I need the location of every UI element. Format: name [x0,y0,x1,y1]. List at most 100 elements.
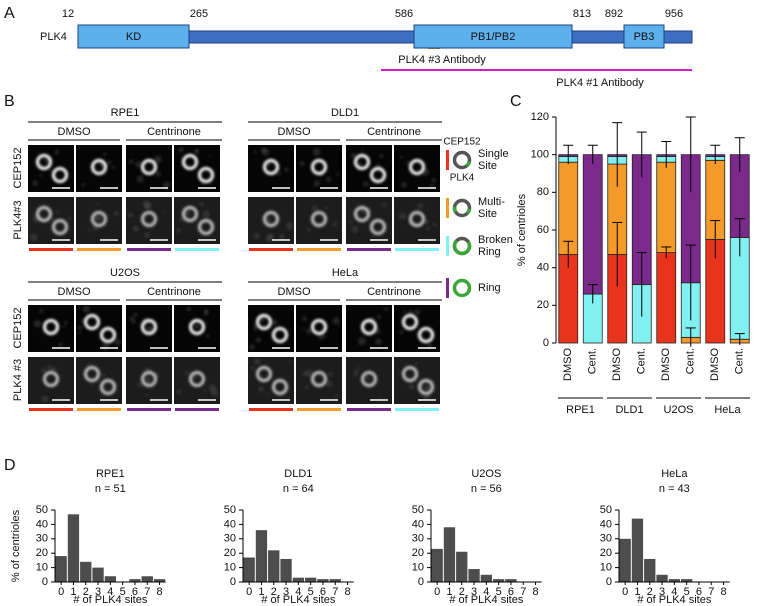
centriole [35,205,53,223]
micrograph-noise [299,160,305,166]
micrograph-noise [325,380,333,388]
micrograph-noise [29,233,38,242]
hist-bar [480,574,492,582]
micrograph-noise [305,328,312,334]
panel-letter: C [510,93,522,110]
micrograph-noise [113,211,119,216]
micrograph [28,357,74,404]
micrograph [174,357,220,404]
micrograph-noise [103,152,107,156]
panel-letter: D [4,457,16,474]
micrograph-noise [384,307,389,312]
hist-bar [619,538,631,582]
micrograph-noise [39,173,43,177]
centriole [140,158,158,176]
x-axis-label: # of PLK4 sites [637,594,711,606]
y-tick-label: 80 [537,186,549,198]
x-axis-label: # of PLK4 sites [73,594,147,606]
y-tick-label: 10 [412,562,424,574]
centriole [271,326,289,344]
micrograph-noise [265,235,274,243]
category-underline [77,248,121,251]
x-tick-label: 5 [120,586,126,598]
domain-label: KD [126,31,141,43]
legend-arc [452,239,472,256]
y-tick-label: 40 [36,518,48,530]
hist-title: DLD1 [284,468,312,480]
x-axis-label: # of PLK4 sites [261,594,335,606]
treatment-label: Centrinone [367,126,421,138]
category-label: DMSO [660,348,672,381]
x-tick-label: 3 [471,586,477,598]
centriole [140,370,158,388]
micrograph-noise [199,202,204,207]
micrograph-noise [155,171,162,177]
micrograph-noise [399,155,403,159]
y-tick-label: 50 [600,504,612,516]
bar-segment [558,161,579,255]
micrograph-noise [305,369,314,377]
y-tick-label: 50 [412,504,424,516]
x-axis-label: # of PLK4 sites [449,594,523,606]
panel-letter: B [4,93,15,110]
centriole [140,210,158,228]
hist-bar [292,577,304,582]
x-tick-label: 8 [720,586,726,598]
hist-bar [104,576,116,582]
domain-box [413,24,573,49]
centriole [310,370,328,388]
x-tick-label: 3 [659,586,665,598]
y-tick-label: 0 [543,337,549,349]
micrograph-noise [429,183,434,189]
micrograph-noise [41,395,49,403]
centriole [271,378,289,396]
domain-start: 586 [395,8,413,20]
centriole [188,370,206,388]
micrograph-noise [64,320,68,325]
x-tick-label: 0 [246,586,252,598]
micrograph-noise [77,325,83,331]
micrograph-noise [82,305,90,313]
hist-bar [317,579,329,582]
x-tick-label: 4 [295,586,301,598]
micrograph-noise [107,160,112,165]
group-label: U2OS [664,404,694,416]
micrograph-noise [255,337,262,343]
bar-segment [558,254,579,344]
hist-bar [141,576,153,582]
centriole [83,313,101,331]
legend-label: Ring [478,282,501,294]
centriole [262,210,280,228]
group-label: HeLa [714,404,741,416]
x-tick-label: 7 [708,586,714,598]
micrograph-noise [353,369,359,375]
category-label: Cent. [734,348,746,374]
legend-ring [452,150,472,170]
micrograph-noise [87,228,91,232]
micrograph-noise [304,385,309,390]
category-underline [175,408,219,411]
centriole [255,313,273,331]
y-tick-label: 20 [224,547,236,559]
category-underline [395,408,439,411]
x-tick-label: 3 [95,586,101,598]
micrograph-noise [32,180,38,187]
centriole [310,318,328,336]
micrograph-noise [175,228,181,233]
treatment-label: Centrinone [147,126,201,138]
micrograph [28,305,74,352]
legend-arc [465,208,472,215]
hist-bar [80,561,92,582]
hist-bar [67,514,80,582]
hist-bar [243,557,255,582]
micrograph [346,145,392,192]
legend-marker: PLK4 [450,173,475,184]
x-tick-label: 6 [132,586,138,598]
y-tick-label: 40 [224,518,236,530]
micrograph-noise [100,395,103,398]
hist-bar [431,548,443,582]
micrograph-noise [58,342,63,348]
micrograph-noise [163,181,171,189]
y-tick-label: 100 [531,149,549,161]
x-tick-label: 2 [271,586,277,598]
